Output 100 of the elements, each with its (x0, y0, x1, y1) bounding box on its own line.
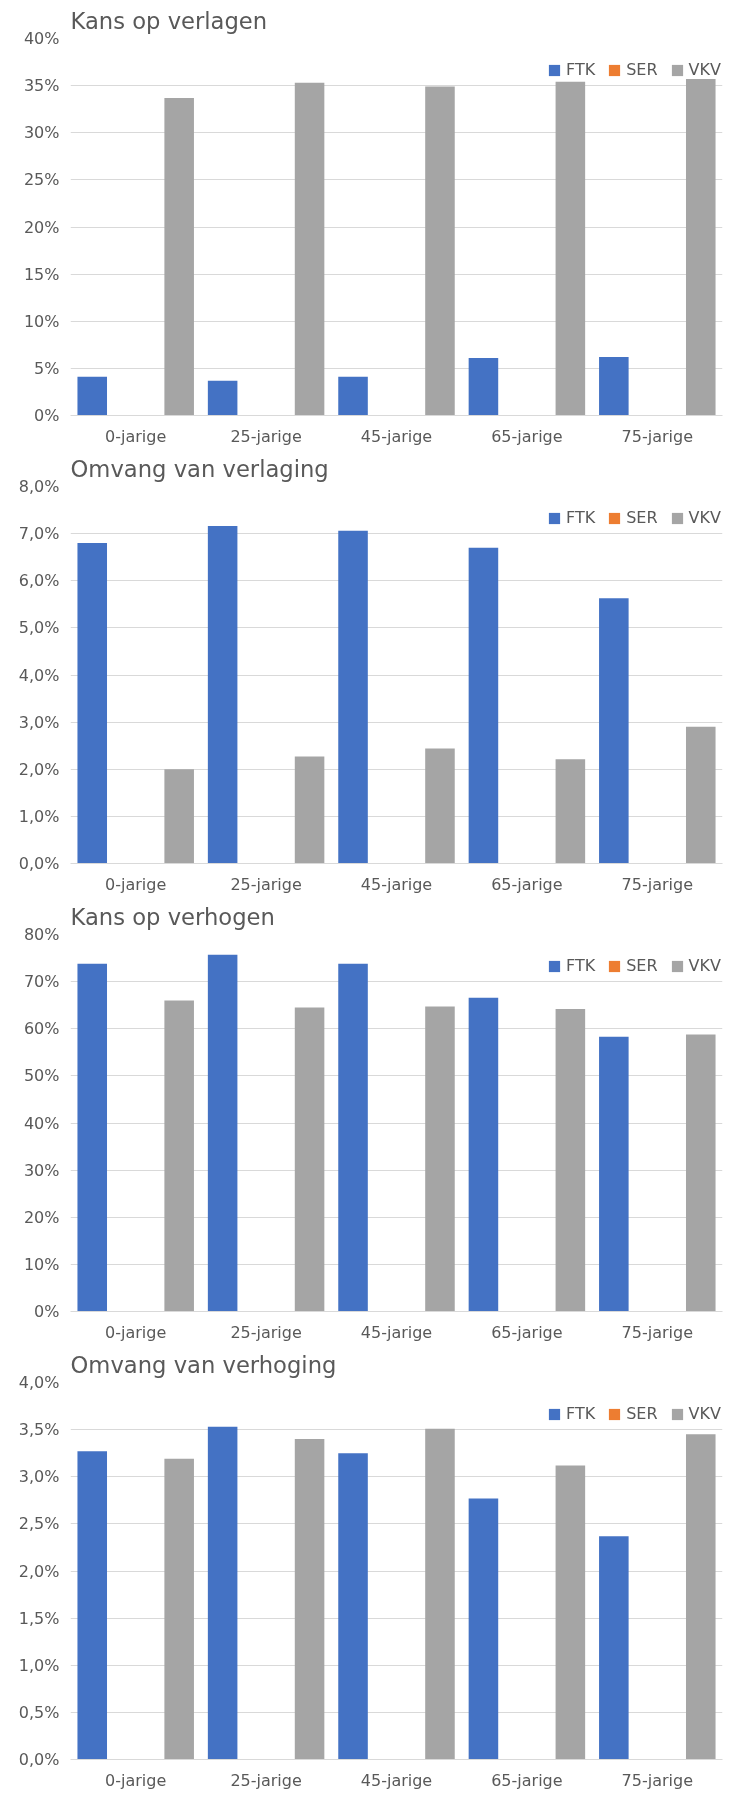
legend-label: SER (626, 508, 658, 527)
x-tick-label: 75-jarige (621, 874, 693, 894)
y-tick-label: 20% (23, 1207, 60, 1227)
chart-title: Kans op verhogen (70, 903, 275, 930)
bar (294, 1007, 325, 1312)
x-tick-label: 45-jarige (360, 426, 433, 446)
x-tick-label: 75-jarige (621, 1322, 693, 1342)
y-tick-label: 40% (23, 29, 60, 48)
bar (294, 756, 325, 864)
chart-title: Omvang van verhoging (70, 1351, 337, 1378)
y-tick-label: 25% (23, 170, 60, 190)
x-tick-label: 65-jarige (491, 1770, 563, 1790)
bar (294, 82, 325, 416)
y-tick-label: 1,5% (18, 1608, 60, 1628)
bar (164, 769, 194, 864)
bar (207, 526, 238, 864)
legend-label: FTK (566, 508, 596, 527)
y-tick-label: 5,0% (18, 618, 60, 638)
bar (555, 1008, 586, 1312)
bar (599, 598, 629, 864)
y-tick-label: 3,0% (18, 1467, 60, 1487)
bar (294, 1439, 325, 1760)
y-tick-label: 10% (23, 1254, 60, 1274)
y-tick-label: 5% (34, 358, 60, 378)
bar (425, 1428, 455, 1760)
bar (164, 1000, 194, 1312)
legend-label: VKV (688, 1404, 721, 1423)
y-tick-label: 1,0% (18, 1655, 60, 1675)
x-tick-label: 65-jarige (491, 1322, 563, 1342)
y-tick-label: 70% (23, 972, 60, 992)
legend-label: VKV (688, 60, 721, 79)
bar (338, 530, 368, 864)
y-tick-label: 1,0% (18, 806, 60, 826)
chart-title: Omvang van verlaging (70, 455, 329, 482)
bar (77, 963, 108, 1312)
bar (685, 726, 716, 864)
y-tick-label: 35% (23, 76, 60, 96)
x-tick-label: 25-jarige (230, 874, 302, 894)
bar (468, 1498, 499, 1760)
y-tick-label: 10% (23, 311, 60, 331)
x-tick-label: 45-jarige (360, 1770, 433, 1790)
y-tick-label: 80% (23, 925, 60, 944)
x-tick-label: 75-jarige (621, 1770, 693, 1790)
legend-label: SER (626, 60, 658, 79)
y-tick-label: 4,0% (18, 665, 60, 685)
bar (555, 759, 586, 864)
bar (599, 1536, 629, 1760)
y-tick-label: 20% (23, 217, 60, 237)
y-tick-label: 0,0% (18, 1750, 60, 1769)
bar (555, 81, 586, 416)
y-tick-label: 2,5% (18, 1514, 60, 1534)
y-tick-label: 4,0% (18, 1373, 60, 1392)
legend-label: SER (626, 956, 658, 975)
legend-label: SER (626, 1404, 658, 1423)
x-tick-label: 0-jarige (105, 426, 167, 446)
bar (77, 543, 108, 864)
bar (425, 748, 455, 864)
legend-label: FTK (566, 1404, 596, 1423)
y-tick-label: 7,0% (18, 524, 60, 544)
bar (468, 997, 499, 1312)
bar (468, 358, 499, 416)
x-tick-label: 25-jarige (230, 426, 302, 446)
x-tick-label: 0-jarige (105, 874, 167, 894)
x-tick-label: 25-jarige (230, 1322, 302, 1342)
chart-title: Kans op verlagen (70, 7, 268, 34)
legend-label: VKV (688, 956, 721, 975)
x-tick-label: 65-jarige (491, 874, 563, 894)
y-tick-label: 60% (23, 1019, 60, 1039)
bar (685, 77, 716, 416)
bar (77, 376, 108, 416)
y-tick-label: 40% (23, 1113, 60, 1133)
bar (207, 380, 238, 416)
x-tick-label: 65-jarige (491, 426, 563, 446)
y-tick-label: 30% (23, 123, 60, 143)
bar (555, 1465, 586, 1760)
x-tick-label: 45-jarige (360, 874, 433, 894)
bar (207, 954, 238, 1312)
bar (338, 1453, 368, 1760)
bar (338, 376, 368, 416)
x-tick-label: 75-jarige (621, 426, 693, 446)
bar (338, 963, 368, 1312)
bar (164, 97, 194, 416)
y-tick-label: 3,5% (18, 1420, 60, 1440)
bar (425, 86, 455, 416)
bar (685, 1034, 716, 1312)
bar (425, 1006, 455, 1312)
x-tick-label: 0-jarige (105, 1322, 167, 1342)
y-tick-label: 2,0% (18, 1561, 60, 1581)
y-tick-label: 0,0% (18, 854, 60, 873)
x-tick-label: 45-jarige (360, 1322, 433, 1342)
bar (77, 1451, 108, 1760)
y-tick-label: 50% (23, 1066, 60, 1086)
bar (207, 1426, 238, 1760)
y-tick-label: 0,5% (18, 1702, 60, 1722)
x-tick-label: 0-jarige (105, 1770, 167, 1790)
y-tick-label: 2,0% (18, 759, 60, 779)
y-tick-label: 6,0% (18, 571, 60, 591)
y-tick-label: 15% (23, 264, 60, 284)
bar (599, 1036, 629, 1312)
legend-label: VKV (688, 508, 721, 527)
